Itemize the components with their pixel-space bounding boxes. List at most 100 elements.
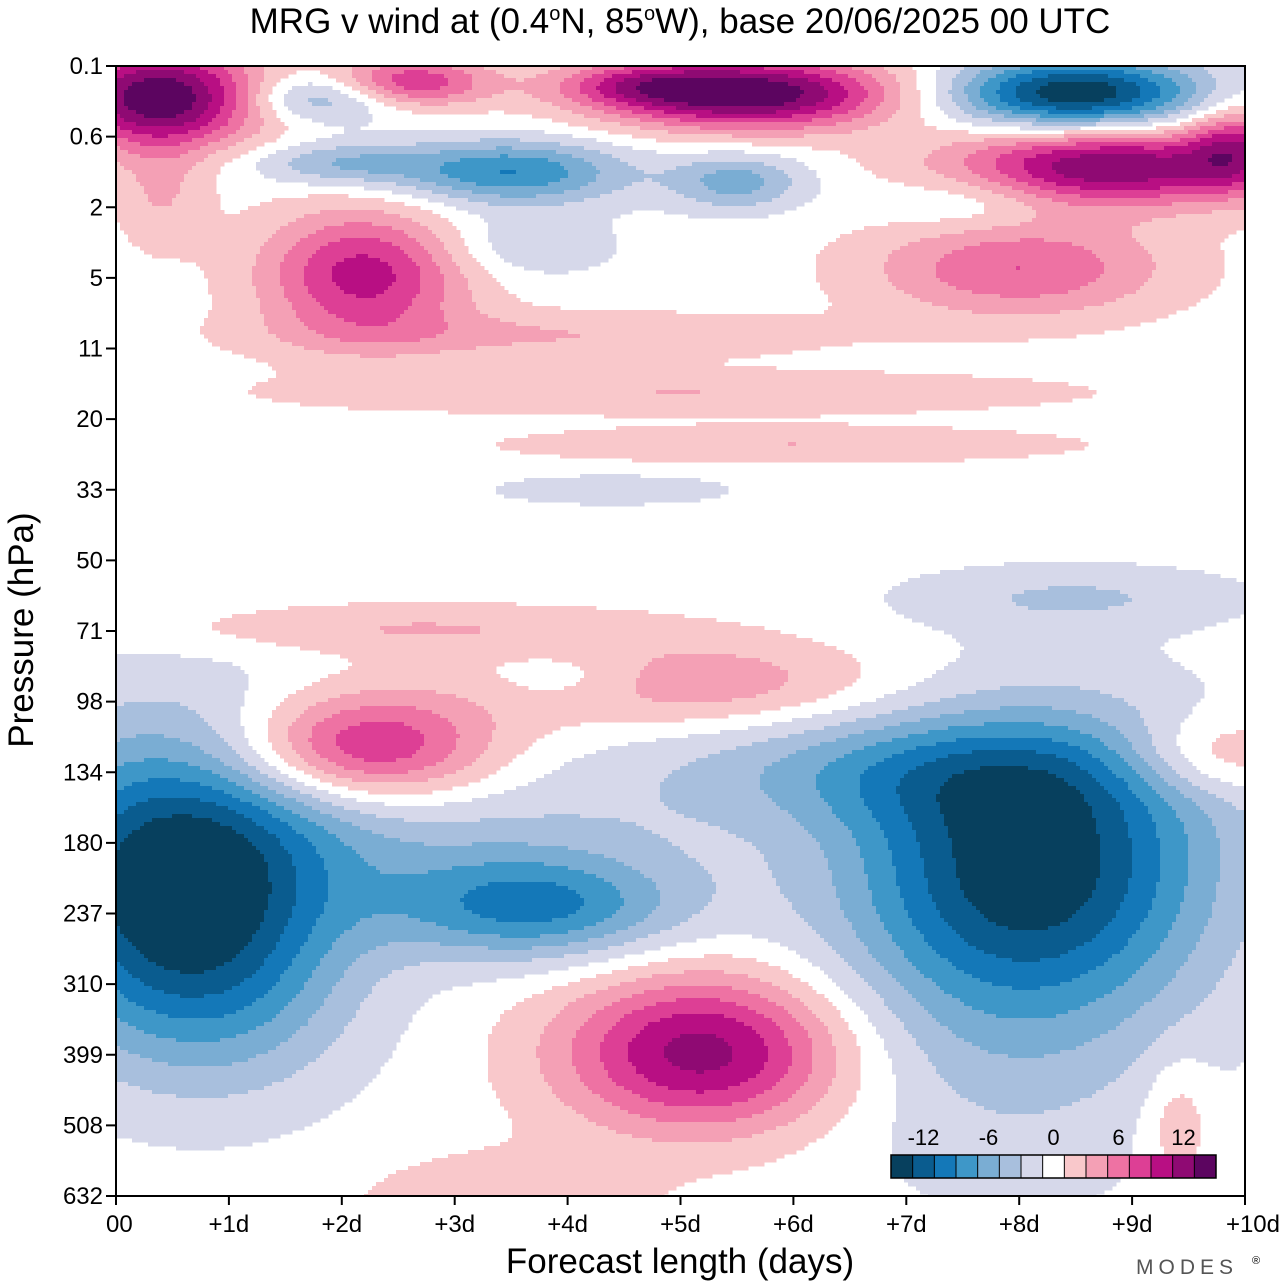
- contour-cell: [772, 1106, 813, 1111]
- contour-cell: [956, 866, 1101, 871]
- contour-cell: [360, 82, 377, 87]
- contour-cell: [876, 990, 909, 995]
- contour-cell: [544, 270, 569, 275]
- contour-cell: [928, 1058, 1137, 1063]
- contour-cell: [360, 690, 437, 695]
- contour-cell: [956, 178, 989, 183]
- contour-cell: [804, 126, 869, 131]
- contour-cell: [844, 914, 881, 919]
- contour-cell: [1216, 122, 1245, 127]
- contour-cell: [324, 998, 365, 1003]
- contour-cell: [116, 894, 269, 899]
- contour-cell: [996, 1110, 1045, 1115]
- contour-cell: [588, 126, 641, 131]
- contour-cell: [1104, 926, 1141, 931]
- contour-cell: [580, 186, 625, 191]
- contour-cell: [440, 238, 465, 243]
- contour-cell: [220, 110, 233, 115]
- contour-cell: [1024, 162, 1053, 167]
- contour-cell: [824, 98, 845, 103]
- contour-cell: [948, 282, 1089, 287]
- contour-cell: [700, 390, 1097, 395]
- contour-cell: [808, 1034, 833, 1039]
- contour-cell: [1220, 838, 1245, 843]
- contour-cell: [940, 106, 961, 111]
- contour-cell: [336, 1038, 401, 1043]
- contour-cell: [1176, 770, 1201, 775]
- contour-cell: [796, 950, 837, 955]
- contour-cell: [1152, 738, 1177, 743]
- contour-cell: [120, 1046, 277, 1051]
- contour-cell: [608, 946, 661, 951]
- contour-cell: [868, 946, 901, 951]
- contour-cell: [540, 98, 573, 103]
- contour-cell: [856, 718, 921, 723]
- contour-cell: [840, 954, 873, 959]
- contour-cell: [156, 1034, 237, 1039]
- contour-cell: [904, 954, 941, 959]
- contour-cell: [884, 1046, 921, 1051]
- contour-cell: [856, 842, 889, 847]
- contour-cell: [644, 1074, 757, 1079]
- contour-cell: [1080, 186, 1161, 191]
- contour-cell: [816, 274, 889, 279]
- contour-cell: [392, 266, 421, 271]
- contour-cell: [1048, 82, 1109, 87]
- contour-cell: [1216, 794, 1245, 799]
- contour-cell: [892, 858, 925, 863]
- contour-cell: [1160, 838, 1189, 843]
- contour-cell: [1204, 926, 1245, 931]
- contour-cell: [116, 942, 133, 947]
- contour-cell: [864, 86, 885, 91]
- contour-cell: [144, 250, 261, 255]
- contour-cell: [268, 726, 289, 731]
- contour-cell: [296, 882, 329, 887]
- contour-cell: [832, 946, 869, 951]
- contour-cell: [1216, 898, 1245, 903]
- contour-cell: [936, 94, 953, 99]
- contour-cell: [312, 926, 353, 931]
- contour-cell: [788, 74, 821, 79]
- contour-cell: [888, 254, 945, 259]
- contour-cell: [812, 962, 849, 967]
- contour-cell: [1160, 862, 1189, 867]
- contour-cell: [1172, 806, 1201, 811]
- contour-cell: [908, 770, 965, 775]
- contour-cell: [328, 898, 461, 903]
- contour-cell: [408, 234, 437, 239]
- contour-cell: [936, 102, 957, 107]
- contour-cell: [1124, 294, 1209, 299]
- contour-cell: [572, 662, 649, 667]
- contour-cell: [560, 66, 593, 71]
- contour-cell: [700, 178, 765, 183]
- contour-cell: [116, 82, 133, 87]
- contour-cell: [1052, 166, 1245, 171]
- contour-cell: [664, 170, 717, 175]
- contour-cell: [784, 1034, 809, 1039]
- contour-cell: [388, 974, 525, 979]
- contour-cell: [116, 102, 125, 107]
- contour-cell: [792, 814, 837, 819]
- contour-cell: [116, 1002, 137, 1007]
- contour-cell: [472, 86, 561, 91]
- contour-cell: [472, 842, 529, 847]
- contour-cell: [464, 906, 581, 911]
- contour-cell: [564, 1102, 613, 1107]
- contour-cell: [796, 750, 853, 755]
- contour-cell: [820, 742, 877, 747]
- contour-cell: [300, 1026, 345, 1031]
- contour-cell: [516, 78, 525, 83]
- colorbar-swatch: [1064, 1155, 1087, 1178]
- contour-cell: [256, 262, 281, 267]
- contour-cell: [1000, 170, 1029, 175]
- contour-cell: [328, 1046, 397, 1051]
- contour-cell: [968, 166, 997, 171]
- contour-cell: [1068, 138, 1181, 143]
- contour-cell: [488, 1054, 537, 1059]
- contour-cell: [328, 74, 353, 79]
- contour-cell: [664, 778, 761, 783]
- contour-cell: [268, 810, 293, 815]
- contour-cell: [844, 822, 881, 827]
- colorbar-legend: -12 -6 0 6 12: [890, 1125, 1217, 1179]
- contour-cell: [284, 1078, 373, 1083]
